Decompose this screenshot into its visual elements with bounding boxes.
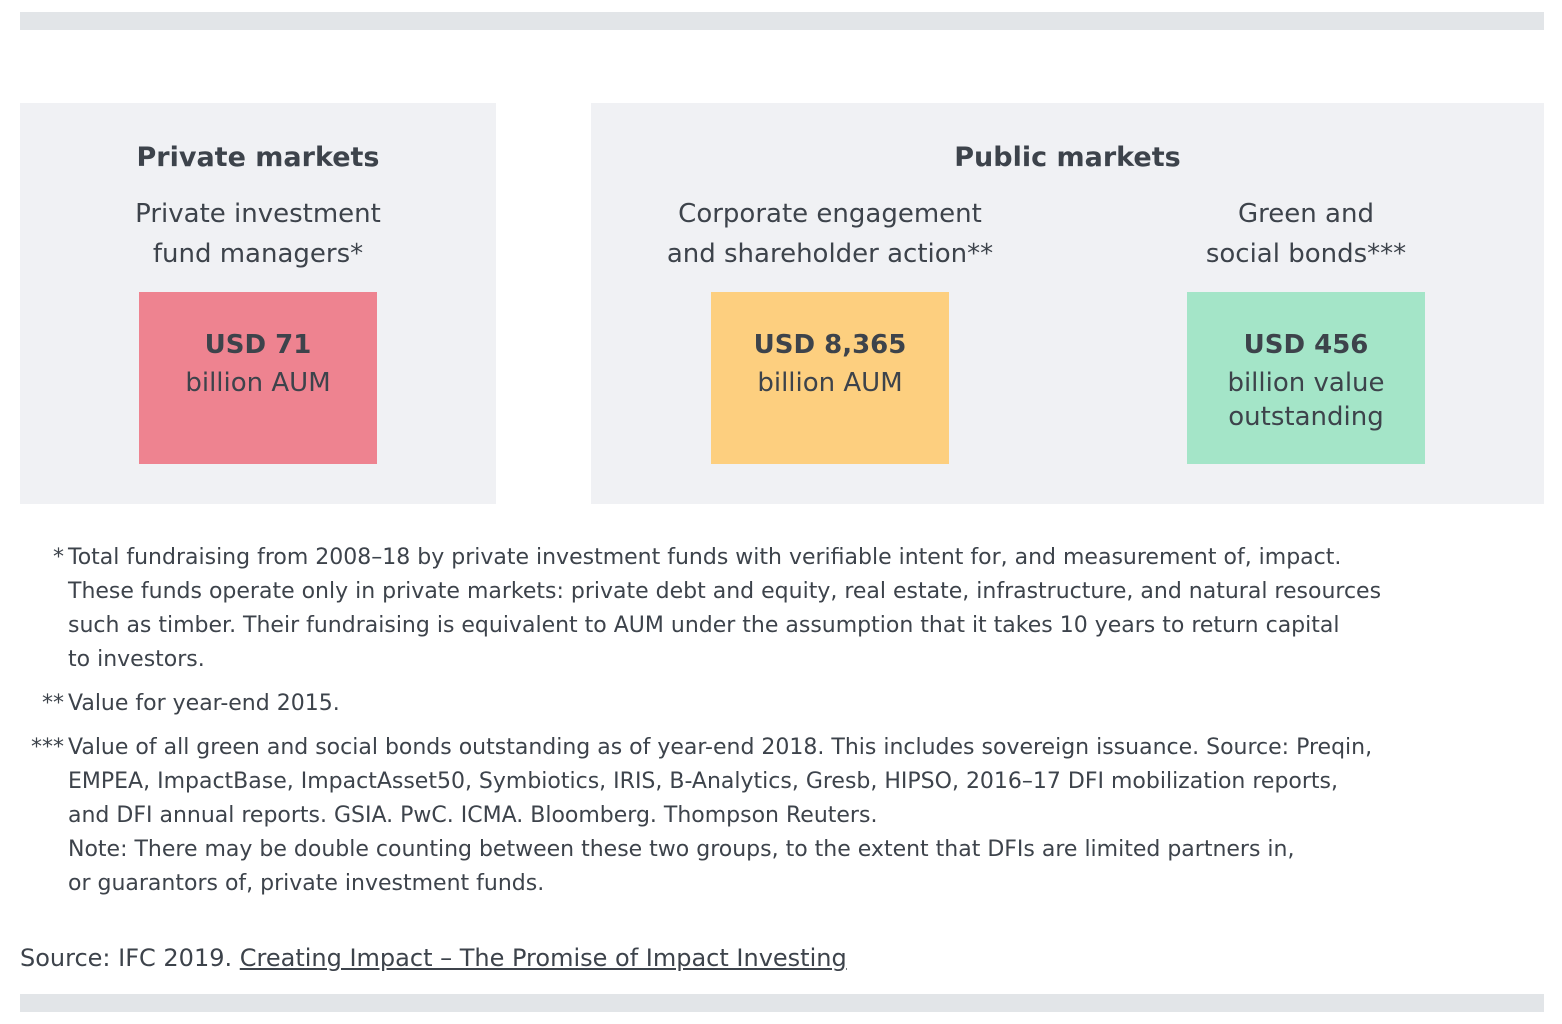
private-markets-heading: Private markets — [136, 142, 380, 173]
footnote-line: and DFI annual reports. GSIA. PwC. ICMA.… — [68, 803, 878, 828]
footnote-line: Total fundraising from 2008–18 by privat… — [68, 545, 1342, 570]
source-citation: Source: IFC 2019. Creating Impact – The … — [20, 940, 847, 976]
value-amount: USD 71 — [204, 330, 312, 360]
private-funds-value-box: USD 71 billion AUM — [139, 292, 377, 464]
footnotes: * Total fundraising from 2008–18 by priv… — [20, 541, 1544, 911]
value-amount: USD 8,365 — [753, 330, 907, 360]
footnote-marker: ** — [42, 691, 64, 716]
value-description: billion value outstanding — [1187, 366, 1425, 434]
footnote-marker: *** — [31, 735, 64, 760]
green-social-bonds-value-box: USD 456 billion value outstanding — [1187, 292, 1425, 464]
footnote-body: Total fundraising from 2008–18 by privat… — [68, 541, 1544, 677]
footnote-body: Value of all green and social bonds outs… — [68, 731, 1544, 901]
value-description: billion AUM — [757, 368, 903, 398]
subtitle-line: and shareholder action** — [666, 239, 994, 269]
public-markets-heading: Public markets — [954, 142, 1181, 173]
subtitle-line: social bonds*** — [1205, 239, 1407, 269]
footnote-single-asterisk: * Total fundraising from 2008–18 by priv… — [20, 541, 1544, 677]
value-description: billion AUM — [185, 368, 331, 398]
private-markets-subtitle: Private investment fund managers* — [20, 194, 496, 274]
description-line: billion value — [1227, 368, 1385, 398]
source-link[interactable]: Creating Impact – The Promise of Impact … — [239, 944, 847, 972]
footnote-triple-asterisk: *** Value of all green and social bonds … — [20, 731, 1544, 901]
footnote-double-asterisk: ** Value for year-end 2015. — [20, 687, 1544, 721]
description-line: outstanding — [1228, 402, 1384, 432]
footnote-body: Value for year-end 2015. — [68, 687, 1544, 721]
footnote-line: such as timber. Their fundraising is equ… — [68, 613, 1340, 638]
footnote-line: Value of all green and social bonds outs… — [68, 735, 1373, 760]
subtitle-line: Private investment — [135, 199, 381, 229]
footnote-line: EMPEA, ImpactBase, ImpactAsset50, Symbio… — [68, 769, 1338, 794]
source-prefix: Source: IFC 2019. — [20, 944, 240, 972]
subtitle-line: Green and — [1238, 199, 1374, 229]
green-social-bonds-subtitle: Green and social bonds*** — [1106, 194, 1506, 274]
footnote-marker: * — [53, 545, 64, 570]
top-divider-bar — [20, 12, 1544, 30]
footnote-line: Value for year-end 2015. — [68, 691, 340, 716]
corporate-engagement-value-box: USD 8,365 billion AUM — [711, 292, 949, 464]
subtitle-line: Corporate engagement — [678, 199, 982, 229]
footnote-line: to investors. — [68, 647, 205, 672]
footnote-line: These funds operate only in private mark… — [68, 579, 1382, 604]
footnote-line: Note: There may be double counting betwe… — [68, 837, 1295, 862]
corporate-engagement-subtitle: Corporate engagement and shareholder act… — [610, 194, 1050, 274]
value-amount: USD 456 — [1243, 330, 1369, 360]
subtitle-line: fund managers* — [152, 239, 364, 269]
bottom-divider-bar — [20, 994, 1544, 1012]
footnote-line: or guarantors of, private investment fun… — [68, 871, 545, 896]
